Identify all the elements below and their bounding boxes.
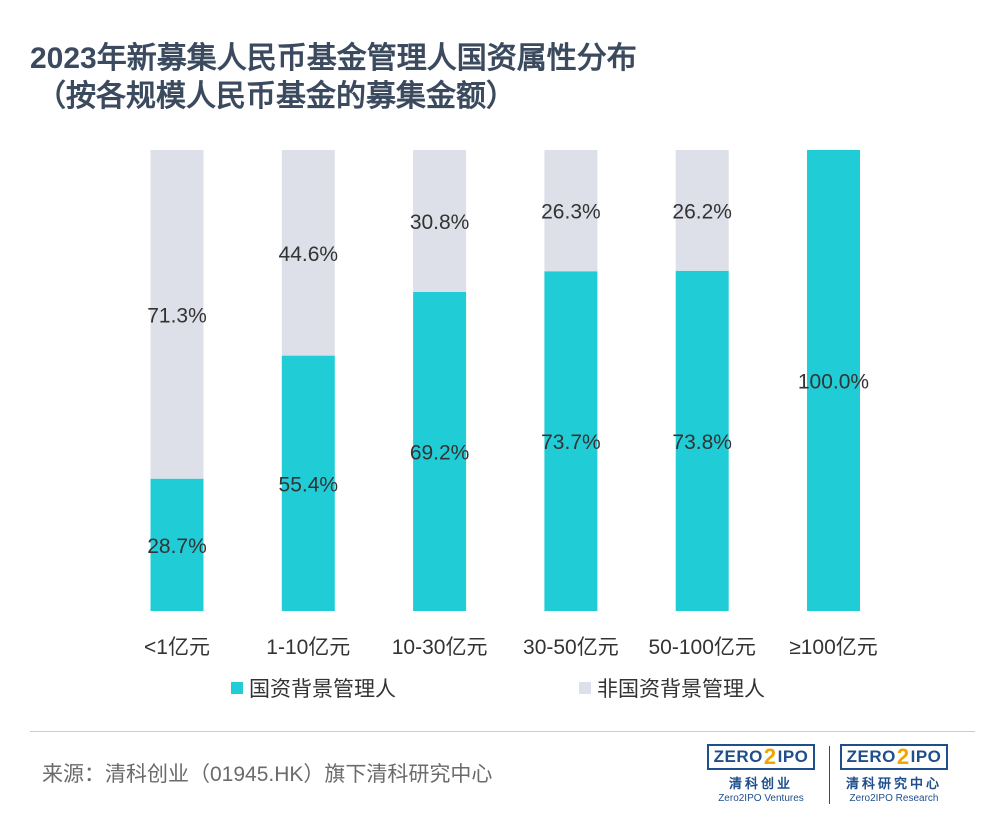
data-label: 73.8% [672,431,732,454]
logo-mark-right: IPO [777,747,809,766]
logo-cn-text: 清科创业 [728,776,793,791]
logo-mark-left: ZERO [846,747,896,766]
x-tick-label: 10-30亿元 [392,636,488,659]
bar-state-owned [413,291,467,611]
data-label: 55.4% [279,473,339,496]
x-tick-label: 1-10亿元 [266,636,350,659]
logo-mark-two: 2 [896,744,910,769]
data-label: 26.3% [541,201,601,224]
bar-non-state-owned [281,150,335,356]
legend-item-state-owned: 国资背景管理人 [231,673,396,703]
data-label: 30.8% [410,211,470,234]
legend-swatch-non-state-owned [579,682,591,694]
data-label: 26.2% [672,200,732,223]
logo-mark-two: 2 [763,744,777,769]
legend-label-non-state-owned: 非国资背景管理人 [597,678,765,701]
legend-swatch-state-owned [231,682,243,694]
data-label: 28.7% [147,535,207,558]
stacked-bar-chart: 28.7% 71.3% <1亿元 55.4% 44.6% 1-10亿元 69.2% 30.8%… [144,150,878,659]
bar-state-owned [544,271,598,611]
bar-non-state-owned [413,150,467,292]
footer-divider [30,731,975,732]
data-label: 73.7% [541,431,601,454]
logo-separator [829,746,830,804]
legend-item-non-state-owned: 非国资背景管理人 [579,673,765,703]
bar-non-state-owned [150,150,204,479]
title-line-1: 2023年新募集人民币基金管理人国资属性分布 [30,42,637,75]
bar-non-state-owned [675,150,729,271]
bar-state-owned [807,150,860,611]
title-line-2: （按各规模人民币基金的募集金额） [36,80,516,113]
data-label: 69.2% [410,441,470,464]
bar-state-owned [281,355,335,611]
logo-mark: ZERO 2 IPO [840,744,948,770]
x-tick-label: 30-50亿元 [523,636,619,659]
x-tick-label: ≥100亿元 [789,636,878,659]
legend-label-state-owned: 国资背景管理人 [249,678,396,701]
logo-en-text: Zero2IPO Ventures [718,793,804,804]
logo-mark: ZERO 2 IPO [707,744,815,770]
x-tick-label: 50-100亿元 [649,636,756,659]
x-tick-label: <1亿元 [144,636,210,659]
logo-zero2ipo-ventures: ZERO 2 IPO 清科创业 Zero2IPO Ventures [707,744,815,804]
logo-mark-left: ZERO [713,747,763,766]
legend: 国资背景管理人 非国资背景管理人 [0,673,1004,703]
chart-title: 2023年新募集人民币基金管理人国资属性分布 （按各规模人民币基金的募集金额） [30,40,637,116]
data-label: 100.0% [798,371,869,394]
logo-en-text: Zero2IPO Research [849,793,939,804]
logo-zero2ipo-research: ZERO 2 IPO 清科研究中心 Zero2IPO Research [840,744,948,804]
bar-state-owned [675,270,729,611]
logo-cn-text: 清科研究中心 [845,776,942,791]
bar-non-state-owned [544,150,598,272]
bar-state-owned [150,478,204,611]
data-label: 44.6% [279,243,339,266]
logo-mark-right: IPO [910,747,942,766]
source-note: 来源：清科创业（01945.HK）旗下清科研究中心 [42,763,493,786]
data-label: 71.3% [147,304,207,327]
